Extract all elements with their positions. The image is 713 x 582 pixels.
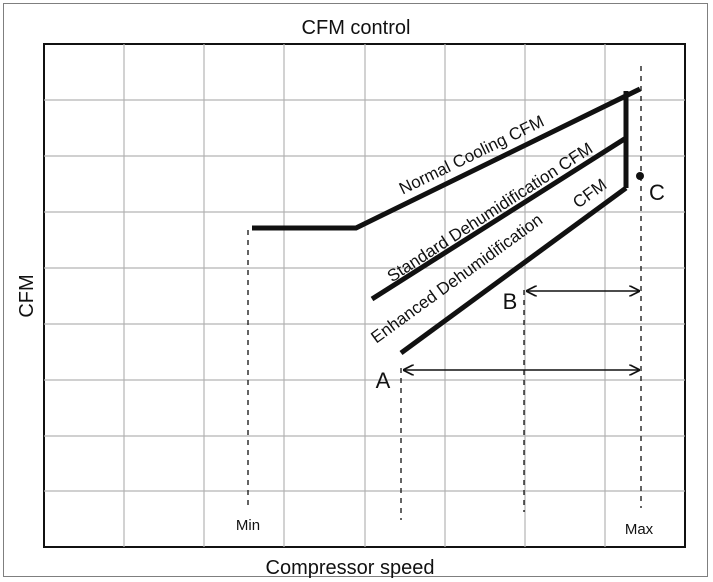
point-a-label: A — [376, 368, 391, 393]
chart-title: CFM control — [302, 17, 411, 39]
normal-cooling-cfm-line — [252, 86, 642, 231]
figure-frame — [3, 3, 708, 577]
min-label: Min — [236, 517, 260, 534]
max-label: Max — [625, 521, 654, 538]
curves — [252, 86, 642, 356]
plot-area — [43, 43, 686, 548]
dashed-guides — [247, 66, 642, 520]
point-b-label: B — [503, 289, 518, 314]
y-axis-label: CFM — [16, 274, 38, 317]
x-axis-label: Compressor speed — [266, 557, 435, 579]
enhanced-dehumidification-cfm-line — [399, 185, 628, 356]
point-c-marker — [636, 172, 644, 180]
grid — [44, 44, 685, 547]
point-c-label: C — [649, 180, 665, 205]
standard-dehumidification-cfm-line — [370, 135, 628, 302]
